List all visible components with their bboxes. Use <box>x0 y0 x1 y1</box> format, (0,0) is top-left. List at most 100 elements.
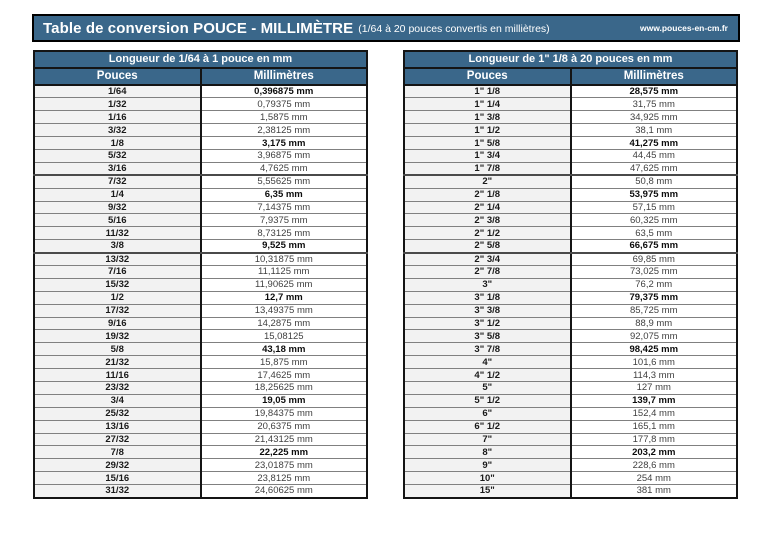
table-row: 2" 5/8 66,675 mm <box>404 239 737 254</box>
millimetres-cell: 17,4625 mm <box>200 368 367 382</box>
table-row: 4" 101,6 mm <box>404 355 737 370</box>
table-row: 1/16 1,5875 mm <box>34 110 367 125</box>
pouces-cell: 9" <box>404 458 572 473</box>
pouces-cell: 2" 1/2 <box>404 226 572 241</box>
pouces-cell: 5/8 <box>34 342 202 357</box>
table-row: 5/32 3,96875 mm <box>34 149 367 163</box>
millimetres-cell: 5,55625 mm <box>200 175 367 189</box>
table-row: 11/16 17,4625 mm <box>34 368 367 382</box>
millimetres-cell: 19,84375 mm <box>200 407 367 421</box>
table-row: 21/32 15,875 mm <box>34 355 367 370</box>
pouces-cell: 15" <box>404 484 572 498</box>
pouces-cell: 23/32 <box>34 381 202 395</box>
table-row: 7" 177,8 mm <box>404 433 737 447</box>
millimetres-cell: 7,9375 mm <box>200 213 367 228</box>
table-row: 5/16 7,9375 mm <box>34 213 367 228</box>
millimetres-cell: 14,2875 mm <box>200 317 367 331</box>
pouces-cell: 10" <box>404 471 572 486</box>
inches-table: Longueur de 1" 1/8 à 20 pouces en mm Pou… <box>403 50 738 499</box>
millimetres-cell: 23,01875 mm <box>200 458 367 473</box>
pouces-cell: 1" 3/8 <box>404 110 572 125</box>
millimetres-cell: 41,275 mm <box>570 136 737 150</box>
table-row: 5" 127 mm <box>404 381 737 395</box>
pouces-cell: 2" 3/8 <box>404 213 572 228</box>
millimetres-cell: 3,175 mm <box>200 136 367 150</box>
table-row: 2" 1/8 53,975 mm <box>404 188 737 202</box>
table-row: 9/16 14,2875 mm <box>34 317 367 331</box>
table-row: 3" 3/8 85,725 mm <box>404 304 737 318</box>
millimetres-cell: 66,675 mm <box>570 239 737 254</box>
table-row: 1" 7/8 47,625 mm <box>404 162 737 177</box>
pouces-cell: 6" 1/2 <box>404 420 572 434</box>
millimetres-cell: 73,025 mm <box>570 265 737 279</box>
pouces-cell: 13/16 <box>34 420 202 434</box>
table-row: 9/32 7,14375 mm <box>34 201 367 215</box>
millimetres-cell: 203,2 mm <box>570 445 737 460</box>
inches-table-body: 1" 1/8 28,575 mm 1" 1/4 31,75 mm 1" 3/8 34,92… <box>404 85 737 498</box>
pouces-cell: 1" 3/4 <box>404 149 572 163</box>
millimetres-cell: 7,14375 mm <box>200 201 367 215</box>
pouces-cell: 15/16 <box>34 471 202 486</box>
millimetres-cell: 139,7 mm <box>570 394 737 408</box>
pouces-cell: 5/16 <box>34 213 202 228</box>
millimetres-cell: 127 mm <box>570 381 737 395</box>
table-title-right: Longueur de 1" 1/8 à 20 pouces en mm <box>404 51 737 69</box>
pouces-cell: 1" 7/8 <box>404 162 572 177</box>
millimetres-cell: 63,5 mm <box>570 226 737 241</box>
table-row: 1/64 0,396875 mm <box>34 85 367 99</box>
table-row: 15/32 11,90625 mm <box>34 278 367 292</box>
pouces-cell: 2" 3/4 <box>404 252 572 266</box>
pouces-cell: 9/32 <box>34 201 202 215</box>
millimetres-cell: 165,1 mm <box>570 420 737 434</box>
millimetres-cell: 254 mm <box>570 471 737 486</box>
fractions-table: Longueur de 1/64 à 1 pouce en mm Pouces … <box>33 50 368 499</box>
table-row: 7/16 11,1125 mm <box>34 265 367 279</box>
pouces-cell: 3/8 <box>34 239 202 254</box>
table-row: 1/8 3,175 mm <box>34 136 367 150</box>
pouces-cell: 2" 5/8 <box>404 239 572 254</box>
millimetres-cell: 38,1 mm <box>570 123 737 138</box>
millimetres-cell: 21,43125 mm <box>200 433 367 447</box>
millimetres-cell: 0,396875 mm <box>200 85 367 99</box>
table-row: 15/16 23,8125 mm <box>34 471 367 486</box>
pouces-cell: 2" <box>404 175 572 189</box>
table-title-left: Longueur de 1/64 à 1 pouce en mm <box>34 51 367 69</box>
table-row: 31/32 24,60625 mm <box>34 484 367 498</box>
millimetres-cell: 8,73125 mm <box>200 226 367 241</box>
table-row: 1/32 0,79375 mm <box>34 97 367 112</box>
table-row: 2" 1/4 57,15 mm <box>404 201 737 215</box>
table-row: 3" 1/8 79,375 mm <box>404 291 737 305</box>
millimetres-cell: 28,575 mm <box>570 85 737 99</box>
millimetres-cell: 60,325 mm <box>570 213 737 228</box>
pouces-cell: 5" <box>404 381 572 395</box>
conversion-table-inches: Longueur de 1" 1/8 à 20 pouces en mm Pou… <box>403 50 738 499</box>
pouces-cell: 1/64 <box>34 85 202 99</box>
pouces-cell: 25/32 <box>34 407 202 421</box>
millimetres-cell: 20,6375 mm <box>200 420 367 434</box>
table-row: 9" 228,6 mm <box>404 458 737 473</box>
pouces-cell: 1/8 <box>34 136 202 150</box>
millimetres-cell: 228,6 mm <box>570 458 737 473</box>
table-row: 1" 1/2 38,1 mm <box>404 123 737 138</box>
table-row: 3" 7/8 98,425 mm <box>404 342 737 357</box>
table-row: 10" 254 mm <box>404 471 737 486</box>
page-subtitle: (1/64 à 20 pouces convertis en milliètre… <box>358 23 550 35</box>
pouces-cell: 3" 1/2 <box>404 317 572 331</box>
millimetres-cell: 31,75 mm <box>570 97 737 112</box>
table-row: 3/16 4,7625 mm <box>34 162 367 177</box>
pouces-cell: 2" 1/4 <box>404 201 572 215</box>
millimetres-cell: 6,35 mm <box>200 188 367 202</box>
table-row: 3" 76,2 mm <box>404 278 737 292</box>
table-row: 13/32 10,31875 mm <box>34 252 367 266</box>
table-row: 13/16 20,6375 mm <box>34 420 367 434</box>
millimetres-cell: 0,79375 mm <box>200 97 367 112</box>
millimetres-cell: 114,3 mm <box>570 368 737 382</box>
table-row: 19/32 15,08125 <box>34 329 367 344</box>
pouces-cell: 29/32 <box>34 458 202 473</box>
table-row: 29/32 23,01875 mm <box>34 458 367 473</box>
millimetres-cell: 15,875 mm <box>200 355 367 370</box>
table-row: 17/32 13,49375 mm <box>34 304 367 318</box>
document-title-bar: Table de conversion POUCE - MILLIMÈTRE (… <box>32 14 740 42</box>
table-row: 5/8 43,18 mm <box>34 342 367 357</box>
